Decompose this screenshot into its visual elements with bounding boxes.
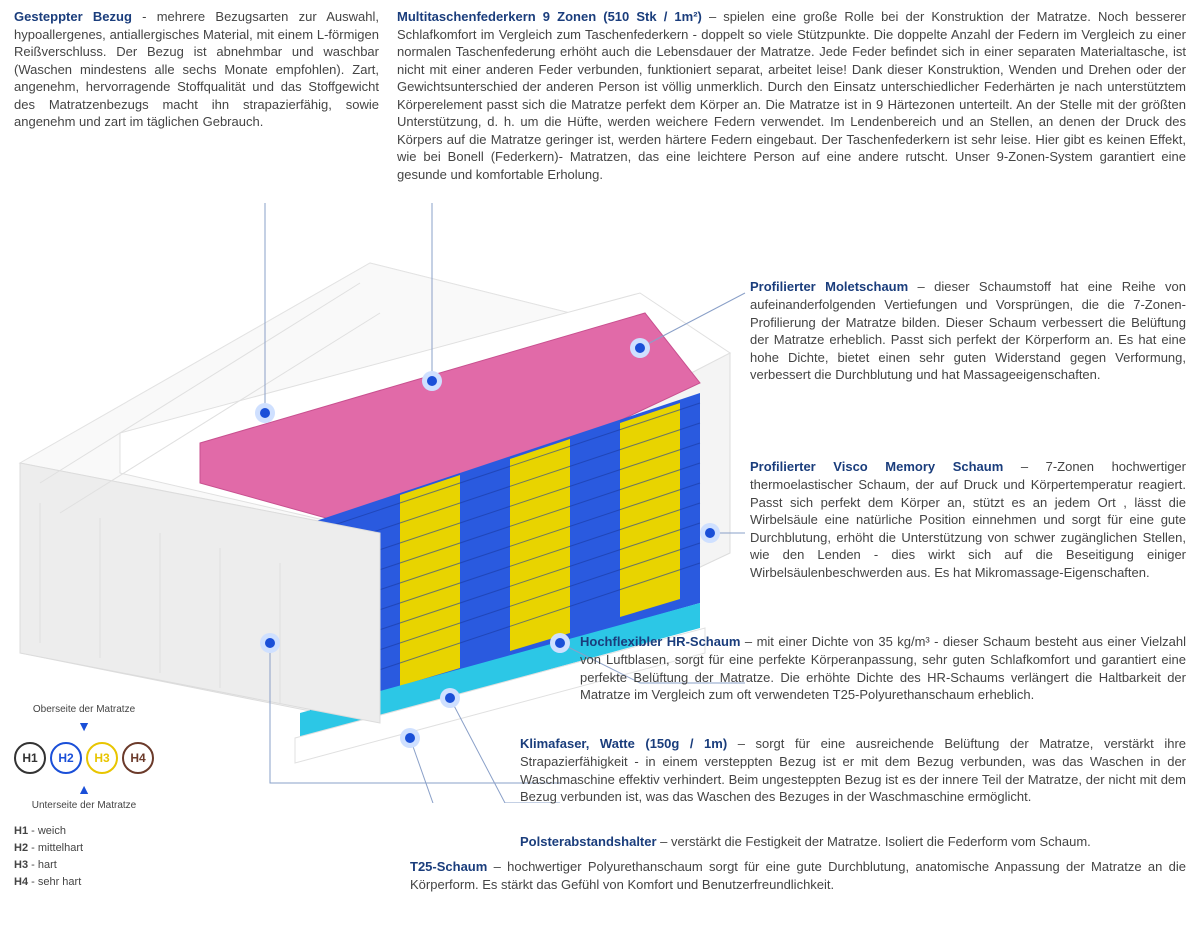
polster-title: Polsterabstandshalter xyxy=(520,834,657,849)
hr-block: Hochflexibler HR-Schaum – mit einer Dich… xyxy=(580,633,1186,703)
hardness-legend: Oberseite der Matratze ▼ H1 H2 H3 H4 ▲ U… xyxy=(14,703,154,889)
h2-row: H2 - mittelhart xyxy=(14,841,154,856)
molet-block: Profilierter Moletschaum – dieser Schaum… xyxy=(750,278,1186,383)
h1-row: H1 - weich xyxy=(14,824,154,839)
h4-row: H4 - sehr hart xyxy=(14,875,154,890)
h1-circle: H1 xyxy=(14,742,46,774)
federkern-text: – spielen eine große Rolle bei der Konst… xyxy=(397,9,1186,182)
klima-block: Klimafaser, Watte (150g / 1m) – sorgt fü… xyxy=(520,735,1186,805)
h3-row: H3 - hart xyxy=(14,858,154,873)
bezug-block: Gesteppter Bezug - mehrere Bezugsarten z… xyxy=(14,8,379,183)
arrow-down-icon: ▼ xyxy=(14,717,154,736)
bottom-side-label: Unterseite der Matratze xyxy=(14,799,154,813)
polster-block: Polsterabstandshalter – verstärkt die Fe… xyxy=(520,833,1186,851)
h4-circle: H4 xyxy=(122,742,154,774)
klima-title: Klimafaser, Watte (150g / 1m) xyxy=(520,736,727,751)
federkern-title: Multitaschenfederkern 9 Zonen (510 Stk /… xyxy=(397,9,702,24)
h2-circle: H2 xyxy=(50,742,82,774)
polster-text: – verstärkt die Festigkeit der Matratze.… xyxy=(657,834,1091,849)
visco-block: Profilierter Visco Memory Schaum – 7-Zon… xyxy=(750,458,1186,581)
visco-text: – 7-Zonen hochwertiger thermoelastischer… xyxy=(750,459,1186,579)
arrow-up-icon: ▲ xyxy=(14,780,154,799)
t25-block: T25-Schaum – hochwertiger Polyurethansch… xyxy=(410,858,1186,893)
bezug-text: - mehrere Bezugsarten zur Auswahl, hypoa… xyxy=(14,9,379,129)
visco-title: Profilierter Visco Memory Schaum xyxy=(750,459,1003,474)
federkern-block: Multitaschenfederkern 9 Zonen (510 Stk /… xyxy=(397,8,1186,183)
diagram-section: Profilierter Moletschaum – dieser Schaum… xyxy=(0,183,1200,903)
bezug-title: Gesteppter Bezug xyxy=(14,9,132,24)
molet-title: Profilierter Moletschaum xyxy=(750,279,908,294)
molet-text: – dieser Schaumstoff hat eine Reihe von … xyxy=(750,279,1186,382)
hr-title: Hochflexibler HR-Schaum xyxy=(580,634,740,649)
h3-circle: H3 xyxy=(86,742,118,774)
top-side-label: Oberseite der Matratze xyxy=(14,703,154,717)
t25-text: – hochwertiger Polyurethanschaum sorgt f… xyxy=(410,859,1186,892)
hardness-circles: H1 H2 H3 H4 xyxy=(14,742,154,774)
t25-title: T25-Schaum xyxy=(410,859,487,874)
top-row: Gesteppter Bezug - mehrere Bezugsarten z… xyxy=(0,0,1200,183)
